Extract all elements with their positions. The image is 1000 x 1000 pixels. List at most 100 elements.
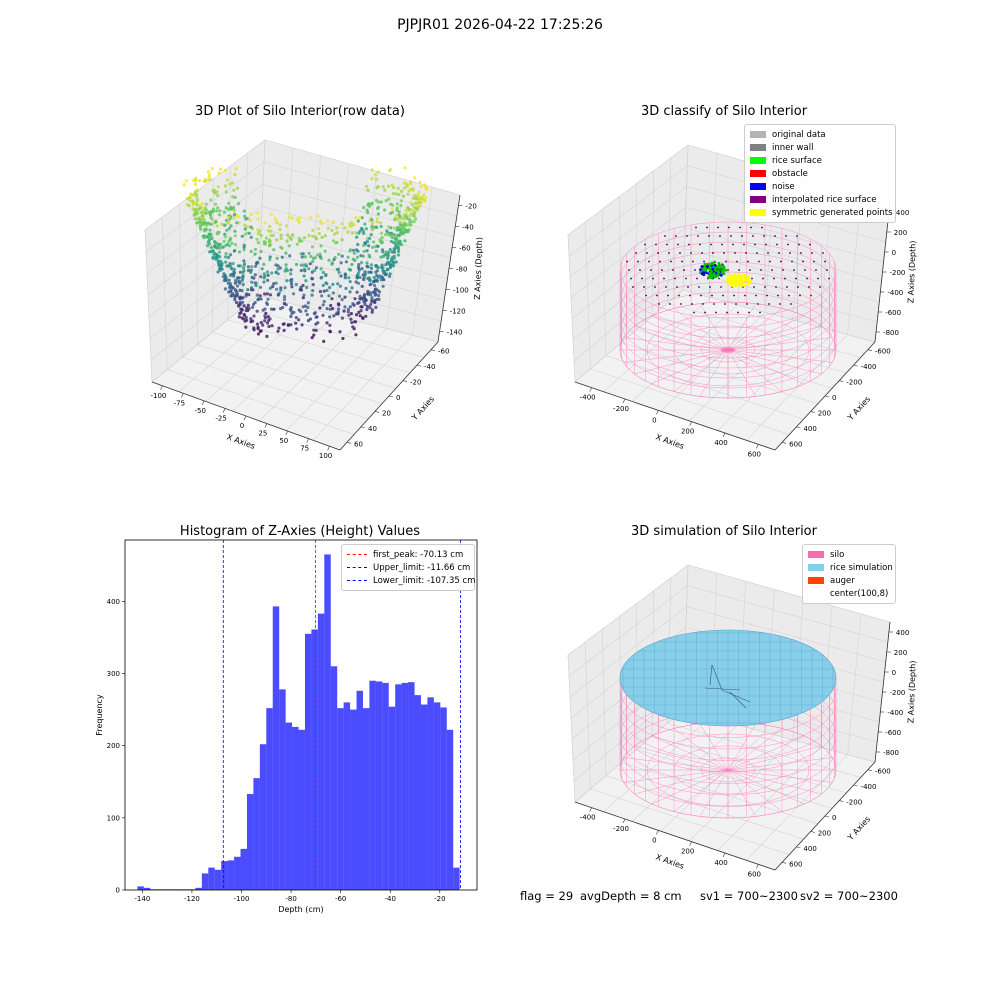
raw-data-point	[355, 235, 359, 239]
raw-data-point	[384, 250, 388, 254]
raw-data-point	[375, 186, 379, 190]
raw-data-point	[198, 225, 202, 229]
raw-data-point	[412, 210, 417, 214]
raw-data-point	[347, 313, 351, 317]
raw-data-point	[198, 179, 202, 183]
raw-data-point	[284, 251, 288, 255]
y-tick-label: -400	[861, 363, 877, 371]
raw-data-point	[350, 262, 354, 267]
raw-data-point	[374, 225, 378, 229]
interpolated-point	[719, 235, 721, 237]
raw-data-point	[268, 255, 272, 259]
raw-data-point	[244, 292, 249, 296]
x-tick	[306, 438, 309, 443]
raw-data-point	[380, 276, 385, 280]
raw-data-point	[412, 194, 416, 198]
y-tick-label: -600	[875, 768, 891, 776]
rice-surface-point	[711, 267, 714, 271]
interpolated-point	[694, 269, 696, 271]
interpolated-point	[668, 252, 670, 254]
interpolated-point	[699, 243, 701, 246]
y-tick-label: -40	[424, 363, 435, 371]
grid-line	[569, 186, 687, 278]
y-axis-label: Y Axies	[845, 395, 872, 423]
raw-data-point	[217, 263, 221, 267]
interpolated-point	[735, 303, 737, 305]
legend-label: original data	[772, 129, 826, 140]
y-tick-label: -20	[410, 379, 421, 387]
grid-line	[568, 165, 688, 257]
interpolated-point	[643, 286, 645, 288]
raw-data-point	[249, 212, 253, 216]
interpolated-point	[697, 235, 699, 237]
grid-line	[573, 269, 684, 362]
grid-line	[590, 788, 790, 855]
raw-data-point	[370, 177, 374, 181]
rice-surface-points	[699, 260, 727, 280]
raw-data-point	[302, 274, 306, 278]
grid-line	[167, 369, 355, 435]
raw-data-point	[406, 223, 410, 227]
raw-data-point	[372, 240, 376, 244]
y-tick-label: 60	[354, 440, 363, 448]
legend-entry: center(100,8)	[808, 587, 890, 600]
histogram-bar	[356, 690, 363, 890]
raw-data-point	[402, 213, 406, 217]
raw-data-point	[362, 249, 366, 254]
raw-data-point	[235, 294, 239, 298]
raw-data-point	[265, 301, 269, 305]
raw-data-point	[267, 324, 271, 329]
raw-data-point	[222, 210, 226, 214]
raw-data-point	[193, 213, 197, 217]
raw-data-point	[200, 202, 204, 206]
raw-data-point	[399, 199, 403, 203]
raw-data-point	[256, 241, 260, 245]
raw-data-point	[215, 190, 219, 194]
raw-data-point	[224, 252, 228, 256]
x-tick-label: 200	[681, 428, 694, 436]
grid-line	[847, 613, 862, 755]
x-tick	[327, 446, 330, 451]
interpolated-point	[641, 277, 643, 280]
raw-data-point	[358, 314, 362, 318]
x-tick-label: 400	[714, 859, 727, 867]
z-tick-label: -800	[883, 749, 899, 757]
interpolated-point	[661, 269, 663, 271]
interpolated-point	[686, 235, 688, 237]
raw-data-point	[309, 215, 313, 220]
raw-data-point	[284, 263, 288, 267]
raw-data-point	[302, 293, 306, 297]
rice-surface-point	[721, 268, 725, 271]
interpolated-point	[672, 269, 674, 271]
raw-data-point	[198, 222, 202, 226]
grid-line	[631, 724, 739, 822]
raw-data-point	[207, 242, 212, 246]
interpolated-point	[715, 311, 717, 314]
raw-data-point	[387, 254, 391, 258]
raw-data-point	[241, 274, 245, 278]
raw-data-point	[235, 284, 240, 288]
raw-data-point	[307, 267, 311, 271]
raw-data-point	[229, 264, 233, 268]
raw-data-point	[386, 225, 391, 229]
raw-data-point	[360, 267, 364, 271]
interpolated-point	[756, 252, 758, 254]
z-tick-label: 0	[892, 249, 896, 257]
raw-data-point	[360, 284, 364, 288]
grid-line	[264, 139, 461, 196]
symmetric-point	[746, 283, 750, 287]
raw-data-point	[375, 217, 379, 221]
interpolated-point	[721, 243, 723, 246]
interpolated-point	[734, 252, 736, 254]
y-tick	[374, 411, 380, 413]
interpolated-point	[712, 252, 714, 254]
raw-data-point	[279, 288, 283, 292]
raw-data-point	[347, 267, 351, 271]
raw-data-point	[348, 305, 352, 309]
raw-data-point	[416, 205, 420, 209]
raw-data-point	[274, 220, 278, 224]
x-tick-label: -100	[150, 392, 166, 400]
legend-swatch	[808, 577, 824, 584]
raw-data-point	[207, 238, 212, 242]
raw-data-point	[405, 184, 409, 188]
